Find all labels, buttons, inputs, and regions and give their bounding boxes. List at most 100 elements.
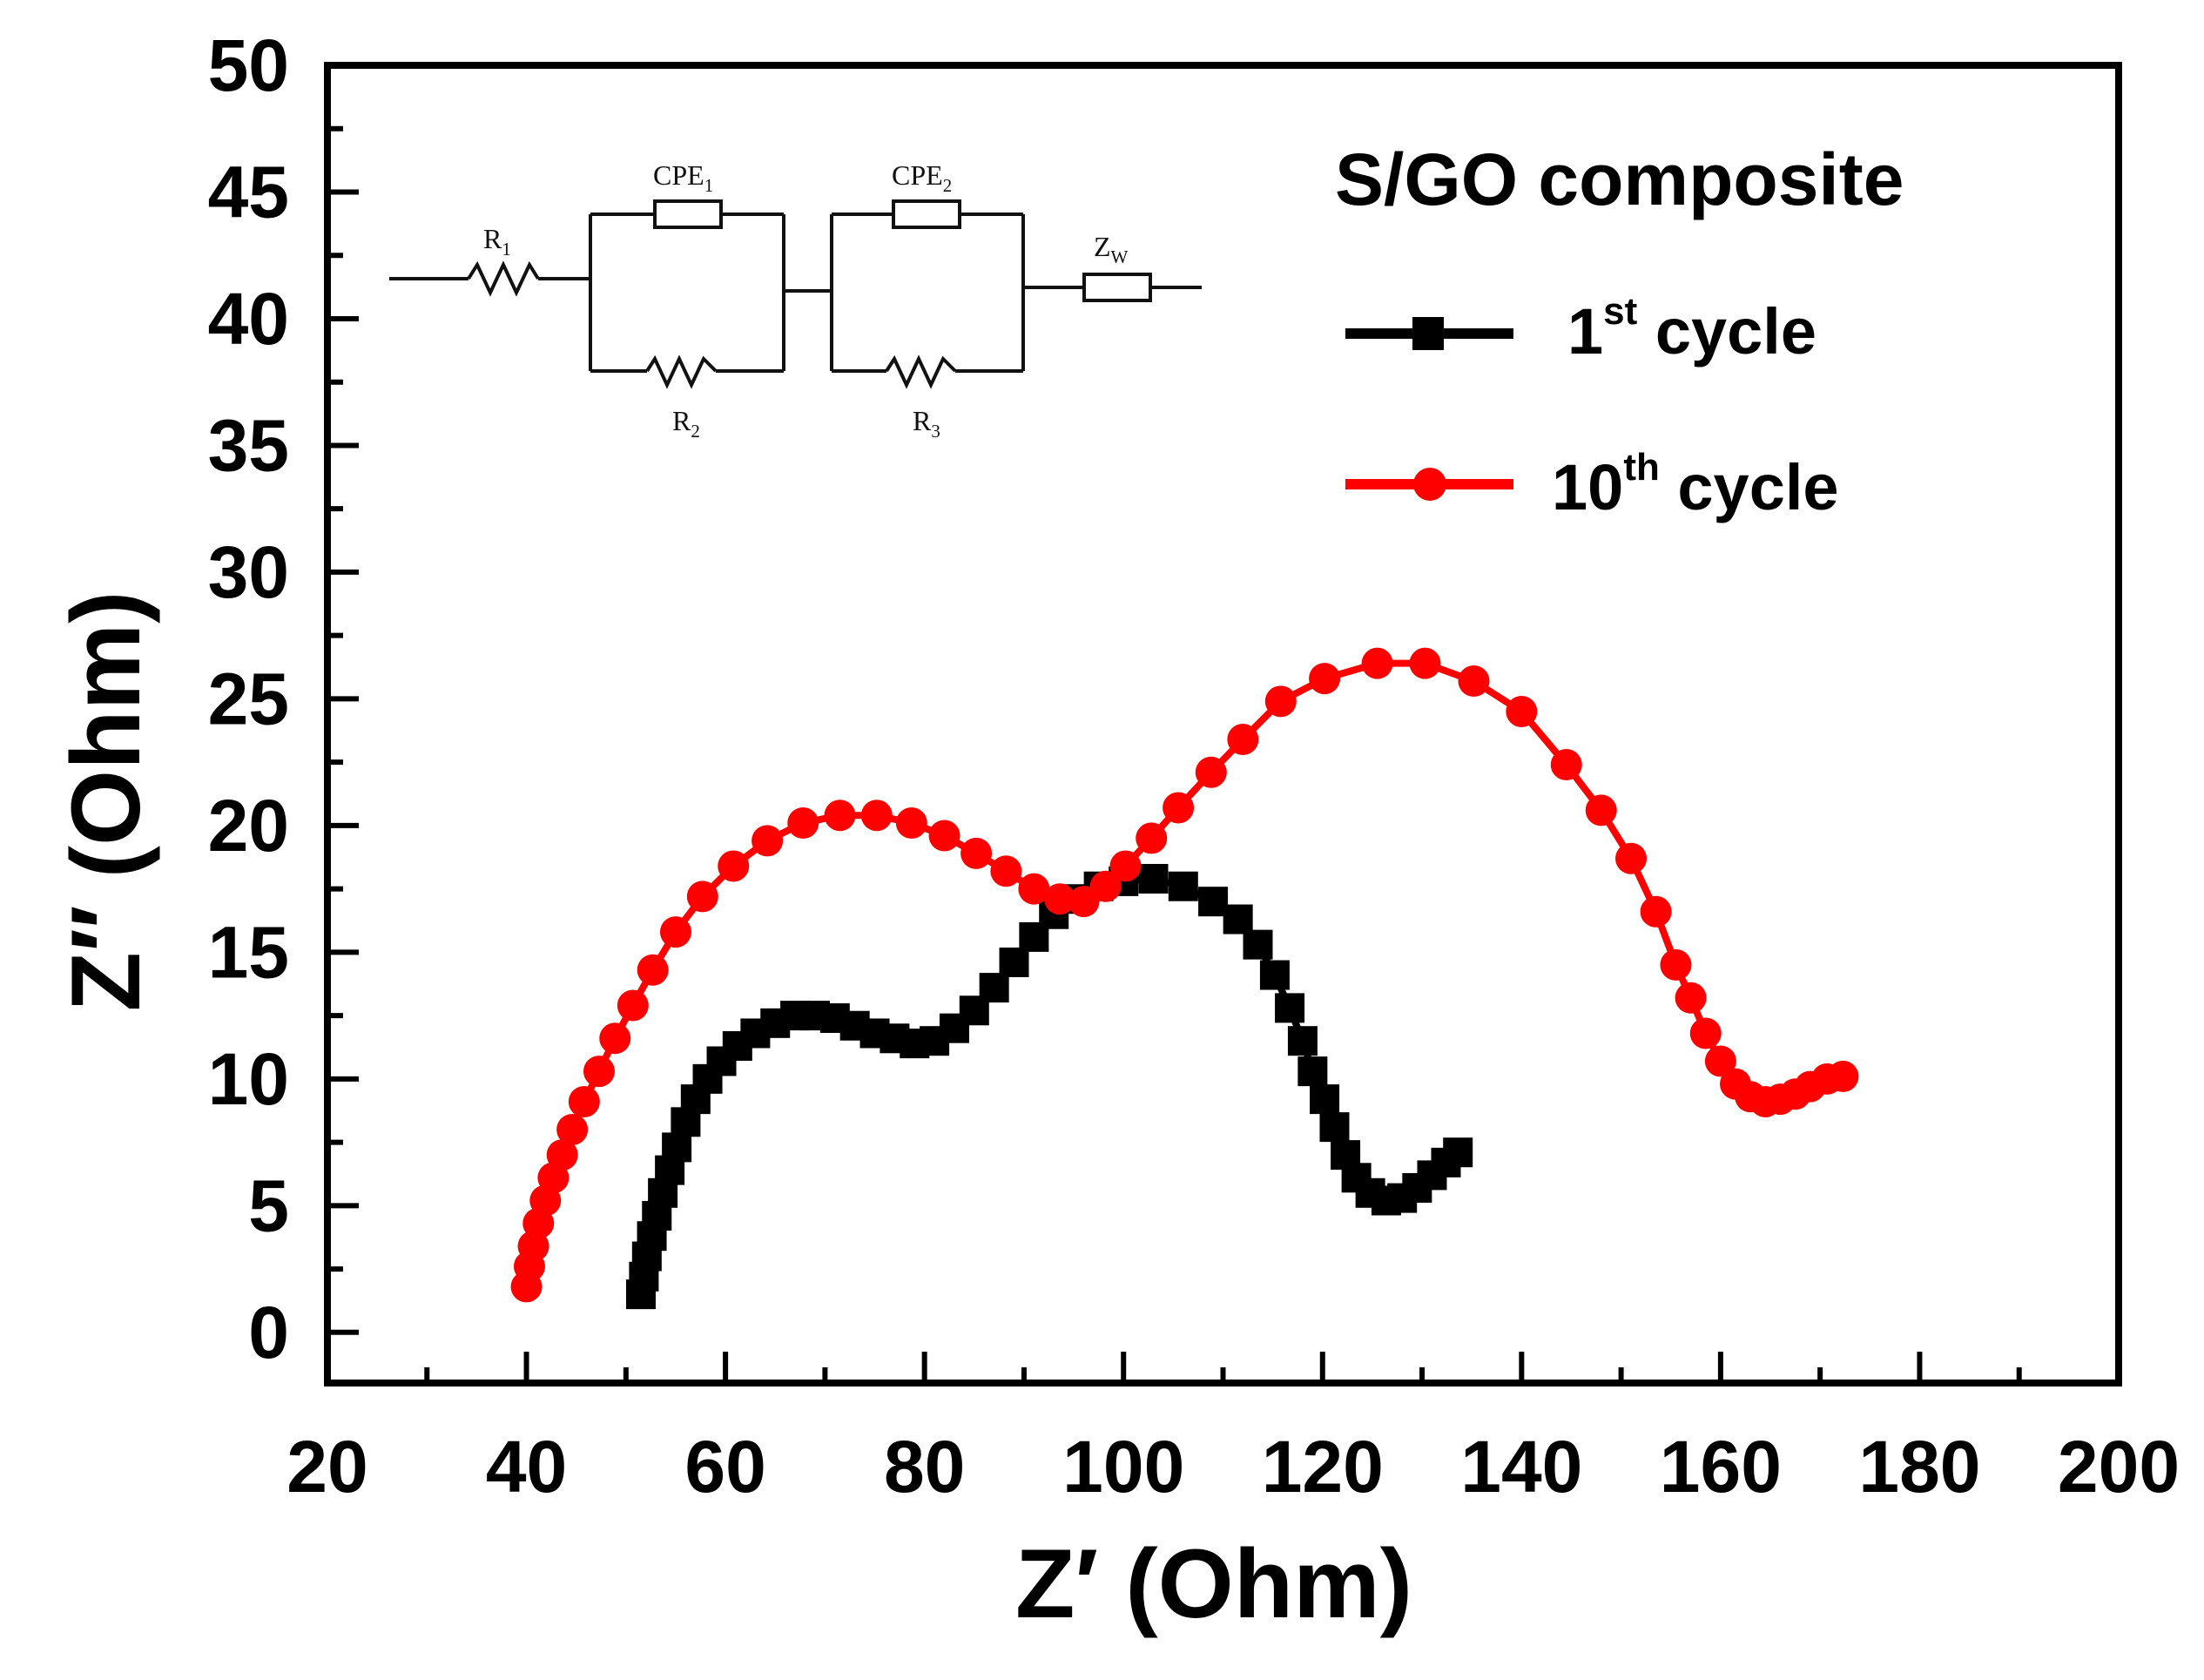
circuit-label-r1: R1 (483, 223, 511, 260)
point-10th-cycle-16 (752, 825, 784, 857)
plot-frame (324, 62, 2122, 1387)
series-1st-cycle (625, 863, 1473, 1310)
point-10th-cycle-23 (990, 855, 1022, 887)
x-tick-label-100: 100 (1062, 1426, 1184, 1508)
y-axis-title: Z″ (Ohm) (51, 591, 160, 1012)
circuit-label-cpe1: CPE1 (653, 159, 713, 196)
legend-label-10th-cycle: 10th cycle (1552, 446, 1839, 523)
circuit-labels: R1 CPE1 R2 CPE2 R3 ZW (483, 159, 1129, 442)
series-10th-cycle (510, 647, 1859, 1303)
point-10th-cycle-15 (718, 850, 750, 882)
point-1st-cycle-26 (999, 948, 1029, 978)
point-10th-cycle-13 (659, 916, 691, 948)
point-1st-cycle-51 (1443, 1137, 1473, 1168)
y-tick-label-50: 50 (208, 24, 289, 106)
point-10th-cycle-32 (1227, 723, 1259, 755)
point-10th-cycle-12 (637, 954, 669, 986)
point-10th-cycle-21 (928, 820, 960, 852)
point-10th-cycle-19 (860, 800, 893, 832)
point-10th-cycle-35 (1361, 647, 1393, 679)
point-10th-cycle-11 (617, 989, 649, 1022)
point-1st-cycle-32 (1138, 863, 1169, 894)
x-tick-label-80: 80 (884, 1426, 965, 1508)
point-10th-cycle-44 (1675, 982, 1707, 1014)
point-1st-cycle-39 (1287, 1026, 1318, 1056)
point-10th-cycle-24 (1018, 873, 1050, 905)
series-line-10th-cycle (522, 659, 1844, 1288)
y-tick-label-15: 15 (208, 911, 289, 993)
x-tick-label-120: 120 (1262, 1426, 1384, 1508)
circuit-label-r2: R2 (672, 405, 700, 442)
x-tick-label-180: 180 (1858, 1426, 1980, 1508)
point-10th-cycle-37 (1458, 665, 1490, 698)
point-10th-cycle-45 (1689, 1017, 1722, 1049)
point-10th-cycle-36 (1409, 647, 1441, 679)
circuit-label-r3: R3 (913, 405, 940, 442)
point-10th-cycle-27 (1089, 870, 1122, 902)
point-1st-cycle-38 (1275, 993, 1305, 1023)
y-tick-label-10: 10 (208, 1038, 289, 1120)
x-tick-label-160: 160 (1660, 1426, 1782, 1508)
point-1st-cycle-34 (1198, 887, 1229, 917)
circuit-inset (389, 199, 1202, 389)
legend: S/GO composite 1st cycle 10th cycle (1335, 138, 1904, 523)
x-tick-label-40: 40 (486, 1426, 567, 1508)
point-10th-cycle-34 (1309, 663, 1341, 695)
point-10th-cycle-31 (1195, 756, 1227, 788)
point-10th-cycle-41 (1615, 842, 1648, 874)
point-10th-cycle-54 (1827, 1060, 1859, 1092)
y-tick-label-45: 45 (208, 151, 289, 233)
point-10th-cycle-29 (1136, 822, 1168, 854)
point-10th-cycle-38 (1506, 695, 1538, 727)
y-tick-label-0: 0 (248, 1292, 289, 1373)
circuit-label-zw: ZW (1094, 231, 1129, 267)
point-10th-cycle-39 (1550, 749, 1582, 781)
point-10th-cycle-10 (599, 1022, 631, 1055)
point-10th-cycle-17 (787, 806, 819, 839)
point-10th-cycle-7 (556, 1114, 589, 1146)
y-tick-label-20: 20 (208, 785, 289, 867)
point-10th-cycle-6 (546, 1139, 578, 1171)
point-10th-cycle-22 (960, 837, 993, 869)
point-1st-cycle-25 (979, 973, 1009, 1003)
y-tick-label-5: 5 (248, 1164, 289, 1246)
point-10th-cycle-30 (1163, 792, 1195, 824)
plot-layer (510, 647, 1859, 1310)
ticks-layer: 20 40 60 80 100 120 140 160 180 200 0 5 10 15 20 25 30 35… (208, 24, 2180, 1508)
point-10th-cycle-9 (583, 1056, 615, 1088)
point-1st-cycle-33 (1168, 871, 1198, 901)
point-10th-cycle-14 (686, 880, 718, 913)
point-1st-cycle-42 (1319, 1112, 1350, 1143)
y-tick-label-25: 25 (208, 658, 289, 739)
point-10th-cycle-43 (1660, 948, 1692, 981)
y-tick-label-35: 35 (208, 404, 289, 486)
point-1st-cycle-37 (1259, 960, 1290, 990)
point-10th-cycle-26 (1068, 886, 1100, 918)
legend-item-10th-cycle: 10th cycle (1345, 446, 1839, 523)
point-10th-cycle-28 (1109, 850, 1142, 882)
legend-title: S/GO composite (1335, 138, 1904, 220)
point-10th-cycle-40 (1585, 794, 1617, 827)
point-10th-cycle-42 (1640, 895, 1672, 928)
legend-item-1st-cycle: 1st cycle (1345, 290, 1816, 368)
point-10th-cycle-25 (1044, 883, 1076, 915)
y-tick-label-40: 40 (208, 278, 289, 360)
x-tick-label-200: 200 (2058, 1426, 2180, 1508)
point-1st-cycle-40 (1297, 1056, 1328, 1087)
point-10th-cycle-33 (1264, 685, 1297, 718)
point-1st-cycle-7 (662, 1132, 692, 1163)
legend-marker-10th-cycle (1413, 468, 1446, 501)
point-10th-cycle-46 (1704, 1045, 1736, 1077)
x-axis-title: Z′ (Ohm) (1015, 1529, 1412, 1638)
point-1st-cycle-36 (1243, 929, 1273, 960)
y-tick-label-30: 30 (208, 531, 289, 613)
point-10th-cycle-18 (824, 800, 856, 832)
x-tick-label-140: 140 (1460, 1426, 1582, 1508)
circuit-label-cpe2: CPE2 (892, 159, 952, 196)
x-tick-label-20: 20 (286, 1426, 367, 1508)
point-10th-cycle-20 (895, 806, 927, 839)
x-tick-label-60: 60 (684, 1426, 765, 1508)
point-10th-cycle-8 (568, 1086, 600, 1118)
